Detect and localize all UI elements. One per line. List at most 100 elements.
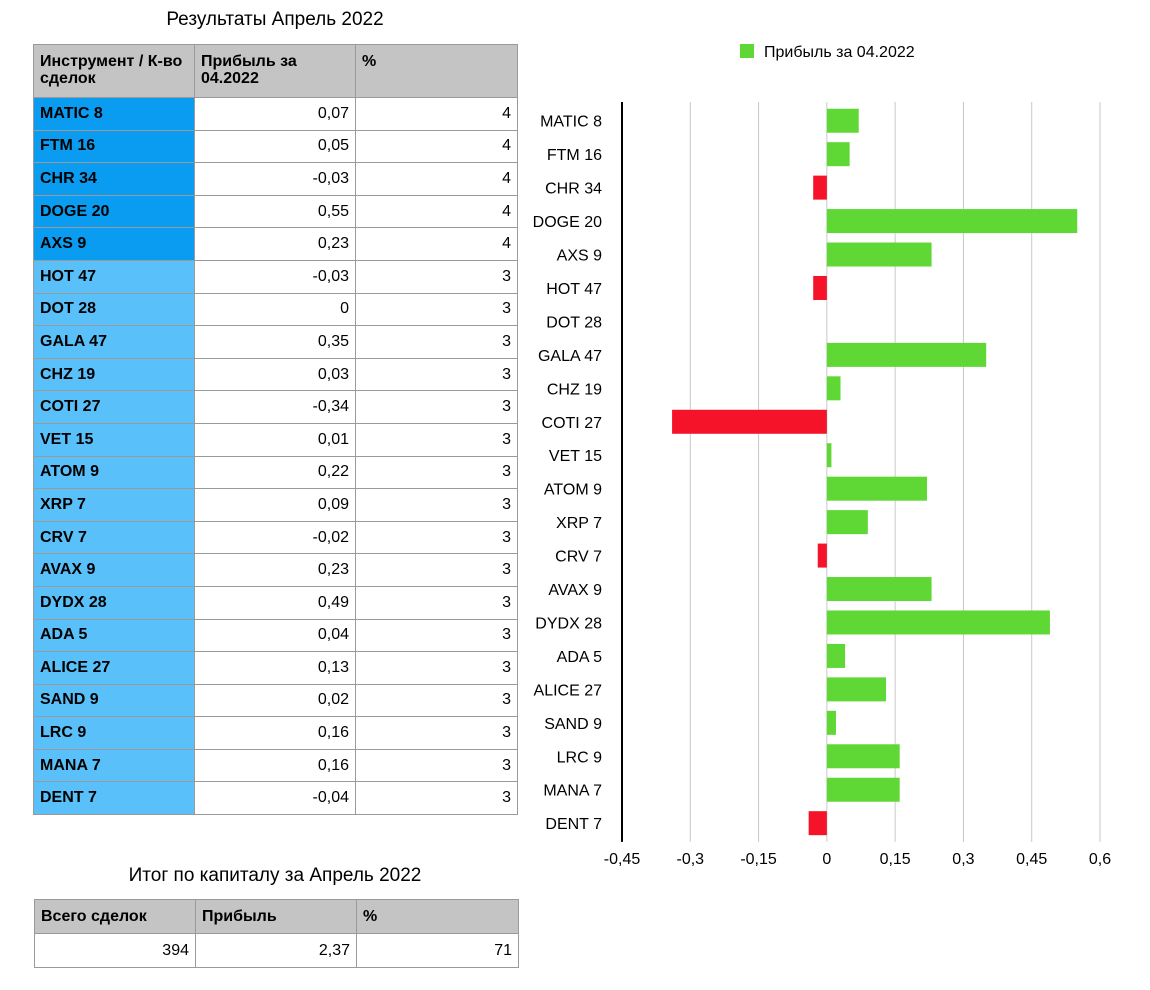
table-row: SAND 9 0,02 3 <box>33 683 518 718</box>
percent-value: 3 <box>355 292 518 327</box>
percent-value: 3 <box>355 390 518 424</box>
percent-value: 4 <box>355 97 518 131</box>
table-row: LRC 9 0,16 3 <box>33 716 518 750</box>
instrument-name: VET 15 <box>33 422 195 457</box>
percent-value: 4 <box>355 194 518 229</box>
category-label: CHR 34 <box>545 181 602 198</box>
profit-value: -0,03 <box>194 259 356 294</box>
table-row: DOGE 20 0,55 4 <box>33 194 518 229</box>
category-label: ATOM 9 <box>544 482 602 499</box>
bar <box>826 376 841 401</box>
profit-value: 0,04 <box>194 618 356 653</box>
bar <box>826 510 868 535</box>
bar <box>813 275 827 300</box>
x-tick-label: -0,45 <box>604 851 641 868</box>
bar <box>826 242 932 267</box>
category-label: DOT 28 <box>546 314 602 331</box>
category-label: DOGE 20 <box>533 214 602 231</box>
profit-value: -0,04 <box>194 781 356 816</box>
percent-value: 4 <box>355 162 518 196</box>
instrument-name: DOT 28 <box>33 292 195 327</box>
table-row: CHZ 19 0,03 3 <box>33 357 518 392</box>
table-row: AVAX 9 0,23 3 <box>33 553 518 587</box>
percent-value: 3 <box>355 748 518 783</box>
x-tick-label: 0,3 <box>952 851 974 868</box>
table-row: FTM 16 0,05 4 <box>33 129 518 164</box>
table-row: HOT 47 -0,03 3 <box>33 259 518 294</box>
profit-value: 0,55 <box>194 194 356 229</box>
x-tick-label: -0,15 <box>740 851 777 868</box>
profit-value: 0,01 <box>194 422 356 457</box>
bar <box>826 476 928 501</box>
bar <box>826 142 850 167</box>
chart-bars <box>672 108 1078 836</box>
instrument-name: FTM 16 <box>33 129 195 164</box>
chart-legend: Прибыль за 04.2022 <box>740 44 915 61</box>
x-tick-label: 0,6 <box>1089 851 1111 868</box>
bar <box>826 777 900 802</box>
bar <box>826 677 887 702</box>
summary-header-deals: Всего сделок <box>34 899 196 934</box>
profit-value: 0,23 <box>194 227 356 261</box>
instrument-name: GALA 47 <box>33 325 195 359</box>
profit-value: 0,16 <box>194 748 356 783</box>
profit-value: 0,13 <box>194 651 356 685</box>
bar <box>826 209 1078 234</box>
instrument-name: ATOM 9 <box>33 455 195 490</box>
instrument-name: MATIC 8 <box>33 97 195 131</box>
instrument-name: CHZ 19 <box>33 357 195 392</box>
summary-header-percent: % <box>356 899 519 934</box>
bar <box>826 610 1050 635</box>
category-label: CRV 7 <box>555 549 602 566</box>
results-table-title: Результаты Апрель 2022 <box>166 9 384 30</box>
percent-value: 3 <box>355 683 518 718</box>
instrument-name: SAND 9 <box>33 683 195 718</box>
category-label: AXS 9 <box>557 248 602 265</box>
table-row: MANA 7 0,16 3 <box>33 748 518 783</box>
table-row: CRV 7 -0,02 3 <box>33 520 518 555</box>
profit-value: 0,35 <box>194 325 356 359</box>
instrument-name: HOT 47 <box>33 259 195 294</box>
instrument-name: MANA 7 <box>33 748 195 783</box>
legend-swatch <box>740 44 754 58</box>
x-tick-label: 0,15 <box>880 851 911 868</box>
percent-value: 3 <box>355 422 518 457</box>
profit-value: 0,23 <box>194 553 356 587</box>
table-row: XRP 7 0,09 3 <box>33 488 518 522</box>
category-label: COTI 27 <box>542 415 603 432</box>
instrument-name: DENT 7 <box>33 781 195 816</box>
profit-value: 0,03 <box>194 357 356 392</box>
results-table: Инструмент / К-во сделок Прибыль за 04.2… <box>33 44 518 816</box>
profit-value: 0,02 <box>194 683 356 718</box>
summary-header-profit: Прибыль <box>195 899 357 934</box>
percent-value: 3 <box>355 651 518 685</box>
category-label: ALICE 27 <box>534 682 603 699</box>
bar <box>826 342 987 367</box>
header-profit: Прибыль за 04.2022 <box>194 44 356 98</box>
table-row: ADA 5 0,04 3 <box>33 618 518 653</box>
legend-series-name: Прибыль за 04.2022 <box>764 44 915 61</box>
instrument-name: DYDX 28 <box>33 585 195 620</box>
table-row: DENT 7 -0,04 3 <box>33 781 518 816</box>
bar <box>672 409 827 434</box>
category-label: HOT 47 <box>546 281 602 298</box>
percent-value: 3 <box>355 357 518 392</box>
chart-labels: -0,45 -0,3 -0,15 0 0,15 0,3 0,45 0,6 MATIC 8 FTM … <box>533 114 1112 868</box>
summary-table-header: Всего сделок Прибыль % <box>34 899 519 934</box>
summary-total-percent: 71 <box>356 933 519 968</box>
percent-value: 4 <box>355 129 518 164</box>
percent-value: 3 <box>355 553 518 587</box>
percent-value: 3 <box>355 716 518 750</box>
category-label: DENT 7 <box>545 816 602 833</box>
profit-value: 0,05 <box>194 129 356 164</box>
table-row: COTI 27 -0,34 3 <box>33 390 518 424</box>
bar <box>817 543 827 568</box>
instrument-name: AVAX 9 <box>33 553 195 587</box>
table-row: MATIC 8 0,07 4 <box>33 97 518 131</box>
summary-table-row: 394 2,37 71 <box>34 933 519 968</box>
category-label: ADA 5 <box>557 649 602 666</box>
x-tick-label: -0,3 <box>676 851 704 868</box>
percent-value: 3 <box>355 520 518 555</box>
bar <box>826 710 836 735</box>
percent-value: 4 <box>355 227 518 261</box>
